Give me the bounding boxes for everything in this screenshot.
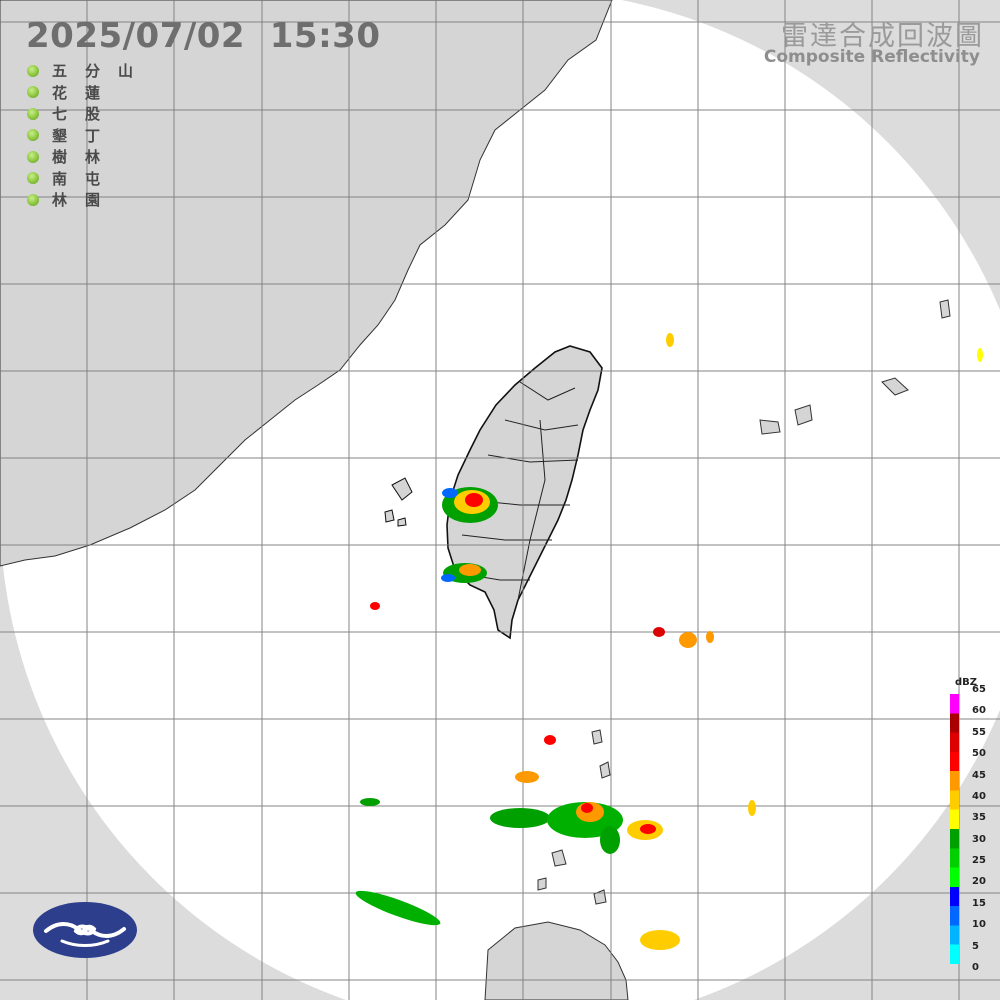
station-name: 七股: [52, 105, 119, 124]
station-name: 林園: [52, 191, 119, 210]
map-title-chinese: 雷達合成回波圖: [781, 21, 984, 52]
legend-tick: 40: [972, 790, 986, 802]
echo-far-east: [748, 800, 756, 816]
station-nantun: 南屯: [27, 168, 151, 190]
echo-chiayi-storm: [442, 487, 498, 523]
station-wufenshan: 五分山: [27, 60, 151, 82]
legend-tick: 35: [972, 812, 986, 824]
echo-southwest-band: [355, 890, 441, 926]
echo-east-2: [653, 627, 665, 637]
map-title-english: Composite Reflectivity: [763, 47, 980, 67]
legend-unit-label: dBZ: [955, 677, 978, 688]
station-cigu: 七股: [27, 103, 151, 125]
radar-station-list: 五分山 花蓮 七股 墾丁 樹林 南屯 林園: [27, 60, 151, 211]
echo-west-2: [360, 798, 380, 806]
station-shulin: 樹林: [27, 146, 151, 168]
station-linyuan: 林園: [27, 189, 151, 211]
legend-tick: 60: [972, 705, 986, 717]
mainland-china-land: [0, 0, 613, 567]
station-name: 南屯: [52, 169, 119, 188]
station-status-icon: [27, 129, 39, 142]
legend-tick: 45: [972, 769, 986, 781]
station-status-icon: [27, 193, 39, 206]
legend-tick: 20: [972, 876, 986, 888]
dbz-color-legend: dBZ 0 5 10 15 20 25 30 35 40 45 50 55 60 65: [945, 672, 995, 996]
legend-tick: 25: [972, 855, 986, 867]
station-status-icon: [27, 86, 39, 99]
echo-north-1: [666, 333, 674, 347]
station-name: 墾丁: [52, 126, 119, 145]
station-status-icon: [27, 150, 39, 163]
legend-tick: 30: [972, 833, 986, 845]
echo-tainan-storm: [441, 563, 487, 583]
legend-color-bar: [950, 694, 959, 964]
echo-east-1: [679, 632, 697, 648]
station-name: 樹林: [52, 148, 119, 167]
station-hualien: 花蓮: [27, 82, 151, 104]
station-status-icon: [27, 172, 39, 185]
legend-tick: 0: [972, 962, 979, 973]
penghu-islands: [384, 477, 413, 527]
radar-echoes: [355, 333, 983, 950]
station-name: 花蓮: [52, 83, 119, 102]
station-kenting: 墾丁: [27, 125, 151, 147]
legend-tick: 15: [972, 897, 986, 909]
station-status-icon: [27, 107, 39, 120]
echo-south-cluster: [490, 735, 663, 854]
legend-tick: 55: [972, 726, 986, 738]
cwa-logo-icon: [33, 902, 137, 958]
legend-tick: 65: [972, 684, 986, 695]
echo-west-1: [370, 602, 380, 610]
station-name: 五分山: [52, 62, 152, 81]
station-status-icon: [27, 64, 39, 77]
legend-tick: 10: [972, 919, 986, 931]
echo-northeast: [977, 348, 983, 362]
ryukyu-islands: [759, 299, 951, 435]
taiwan-island: [446, 345, 603, 640]
echo-east-3: [706, 631, 714, 643]
legend-tick: 50: [972, 748, 986, 760]
observation-timestamp: 2025/07/02 15:30: [26, 16, 381, 56]
echo-luzon-1: [640, 930, 680, 950]
legend-tick: 5: [972, 940, 979, 952]
